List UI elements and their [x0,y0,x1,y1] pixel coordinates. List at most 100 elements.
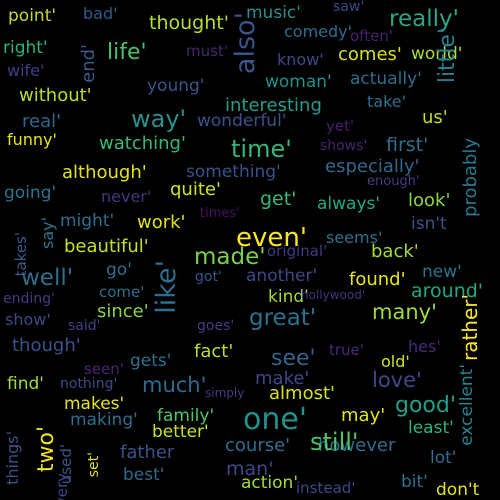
word-beautiful: beautiful' [64,236,149,257]
word-often: often' [350,27,393,45]
word-two: two' [34,426,59,473]
word-kind: kind' [268,287,309,307]
word-makes: makes' [64,394,125,414]
word-original: original' [267,242,328,260]
word-goes: goes' [197,318,235,334]
word-world: world' [411,44,463,64]
word-isn-t: isn't [411,214,447,234]
word-might: might' [60,211,115,231]
word-got: got' [195,269,222,285]
word-go: go' [106,260,132,280]
word-around: around' [411,280,484,302]
word-true: true' [329,341,364,359]
word-always: always' [317,194,381,214]
word-man: man' [226,458,274,480]
word-better: better' [152,422,209,442]
word-funny: funny' [7,130,57,149]
word-make: make' [255,368,310,389]
word-still: still' [310,428,359,456]
word-though: though' [12,335,81,356]
word-real: real' [22,111,62,132]
word-never: never' [101,187,152,206]
word-interesting: interesting [225,95,322,116]
word-quite: quite' [170,179,221,200]
word-comes: comes' [338,44,402,65]
word-way: way' [131,105,187,133]
word-actually: actually' [350,69,422,89]
word-little: little' [435,28,460,84]
word-well: well' [21,265,74,291]
word-also: also' [230,12,261,75]
word-however: however [318,435,396,456]
word-gets: gets' [130,351,172,371]
word-best: best' [123,465,165,485]
word-another: another' [246,266,318,286]
word-see: see' [271,346,316,371]
word-instead: instead' [296,479,356,497]
word-new: new' [422,262,462,282]
word-especially: especially' [325,156,420,177]
word-fact: fact' [194,341,234,362]
word-find: find' [7,374,44,394]
word-course: course' [225,435,291,456]
word-almost: almost' [269,383,335,404]
word-must: must' [186,42,228,60]
word-may: may' [341,405,386,426]
word-father: father [120,442,175,463]
word-time: time' [231,135,292,163]
word-woman: woman' [265,72,332,92]
word-come: come' [99,283,145,301]
word-least: least' [408,418,454,438]
word-hollywood: hollywood' [301,288,366,302]
word-seems: seems' [326,228,383,247]
word-don-t: don't [436,480,480,500]
word-wife: wife' [7,61,45,80]
word-seen: seen' [84,360,124,378]
word-much: much' [142,373,207,397]
word-bit: bit' [401,472,428,492]
word-love: love' [372,368,422,392]
word-good: good' [395,393,456,418]
word-enough: enough' [367,174,420,189]
word-lot: lot' [430,448,457,468]
word-work: work' [137,212,186,233]
word-back: back' [371,241,419,262]
word-wonderful: wonderful' [197,111,287,131]
word-us: us' [422,107,448,128]
word-going: going' [4,183,57,203]
word-simply: simply [205,386,245,400]
word-making: making' [70,410,138,430]
word-bad: bad' [83,4,118,23]
word-excellent: excellent' [457,364,477,446]
word-end: end' [78,44,99,83]
word-saw: saw' [333,0,365,15]
word-said: said' [68,318,101,334]
word-point: point' [8,6,57,26]
word-yet: yet' [326,117,355,135]
word-show: show' [5,310,51,329]
word-comedy: comedy' [284,22,353,41]
word-even: even' [236,223,308,253]
word-great: great' [249,305,317,331]
word-since: since' [97,301,149,322]
word-young: young' [147,76,205,96]
word-like: like' [151,260,182,314]
word-thought: thought' [149,12,229,34]
word-really: really' [389,6,459,32]
word-life: life' [107,40,147,65]
word-things: things' [3,431,22,485]
word-ending: ending' [3,291,55,307]
word-many: many' [372,300,437,324]
word-hes: hes' [408,337,441,356]
word-old: old' [381,352,410,371]
word-although: although' [62,162,147,183]
word-first: first' [386,134,429,156]
word-family: family' [157,406,215,426]
word-nothing: nothing' [60,376,118,392]
word-look: look' [408,190,451,211]
word-take: take' [367,92,407,111]
word-without: without' [19,85,92,106]
word-say: say' [38,217,57,250]
word-made: made' [194,244,266,270]
